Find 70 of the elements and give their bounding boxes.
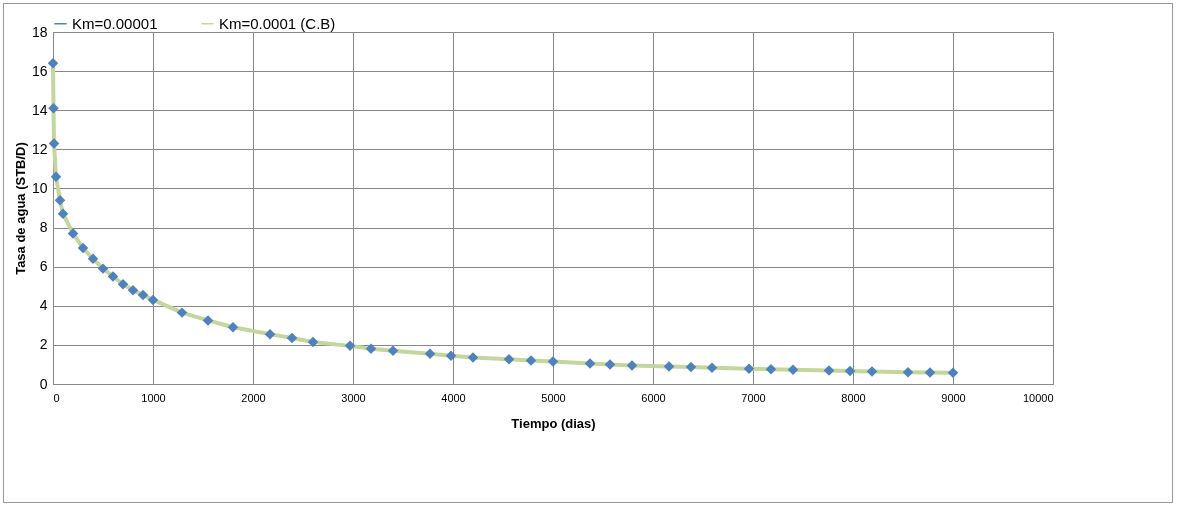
point (176, 307, 188, 318)
point (264, 328, 276, 340)
y-tick-label: 18 (31, 23, 48, 40)
x-tick-label: 9000 (941, 391, 966, 404)
point (227, 322, 239, 333)
point (202, 315, 214, 326)
x-tick-label: 4000 (441, 391, 466, 404)
point (48, 138, 60, 149)
point (147, 294, 159, 306)
point (424, 348, 436, 359)
point (107, 271, 119, 282)
point (77, 242, 89, 254)
legend-label: Km=0.0001 (C.B) (219, 14, 336, 32)
point (947, 367, 959, 379)
x-tick-label: 10000 (1022, 391, 1054, 404)
point (844, 365, 856, 377)
y-tick-label: 10 (31, 179, 48, 196)
x-tick-label: 3000 (341, 391, 366, 404)
point (445, 350, 457, 361)
point (706, 362, 718, 374)
x-tick-label: 7000 (741, 391, 766, 404)
point (47, 58, 59, 69)
point (48, 103, 59, 114)
text: Km=0.00001 (72, 14, 158, 32)
point (97, 263, 109, 274)
point (127, 284, 139, 296)
y-tick-label: 16 (31, 62, 48, 79)
point (743, 363, 755, 374)
x-tick-label: 6000 (641, 391, 666, 404)
y-tick-label: 2 (39, 336, 48, 353)
point (547, 356, 559, 367)
point (866, 366, 878, 377)
point (54, 194, 66, 206)
point (50, 171, 62, 182)
point (626, 360, 638, 371)
point (823, 365, 835, 376)
point (87, 253, 99, 265)
x-tick-label: 0 (53, 391, 60, 404)
y-tick-label: 4 (39, 297, 48, 314)
point (467, 352, 479, 363)
point (67, 228, 79, 239)
x-tick-label: 2000 (241, 391, 266, 404)
point (286, 332, 298, 344)
point (117, 279, 129, 290)
point (924, 367, 936, 378)
x-axis-title: Tiempo (dias) (511, 415, 596, 431)
point (765, 363, 777, 375)
x-tick-label: 1000 (141, 391, 166, 404)
x-tick-label: 5000 (541, 391, 566, 404)
y-tick-label: 12 (31, 140, 48, 157)
point (902, 367, 914, 378)
point (137, 289, 149, 301)
point (307, 336, 319, 348)
point (787, 364, 799, 375)
point (503, 353, 515, 365)
point (584, 358, 596, 369)
y-tick-label: 0 (39, 375, 48, 392)
y-tick-label: 6 (39, 258, 48, 275)
point (57, 208, 69, 220)
y-tick-label: 8 (39, 219, 48, 236)
point (365, 343, 377, 355)
y-tick-label: 14 (31, 101, 48, 118)
point (387, 345, 399, 356)
x-tick-label: 8000 (841, 391, 866, 404)
point (685, 361, 697, 373)
y-axis-title: Tasa de agua (STB/D) (12, 142, 28, 275)
point (663, 361, 675, 372)
point (344, 340, 356, 352)
point (525, 355, 537, 366)
point (604, 359, 616, 370)
